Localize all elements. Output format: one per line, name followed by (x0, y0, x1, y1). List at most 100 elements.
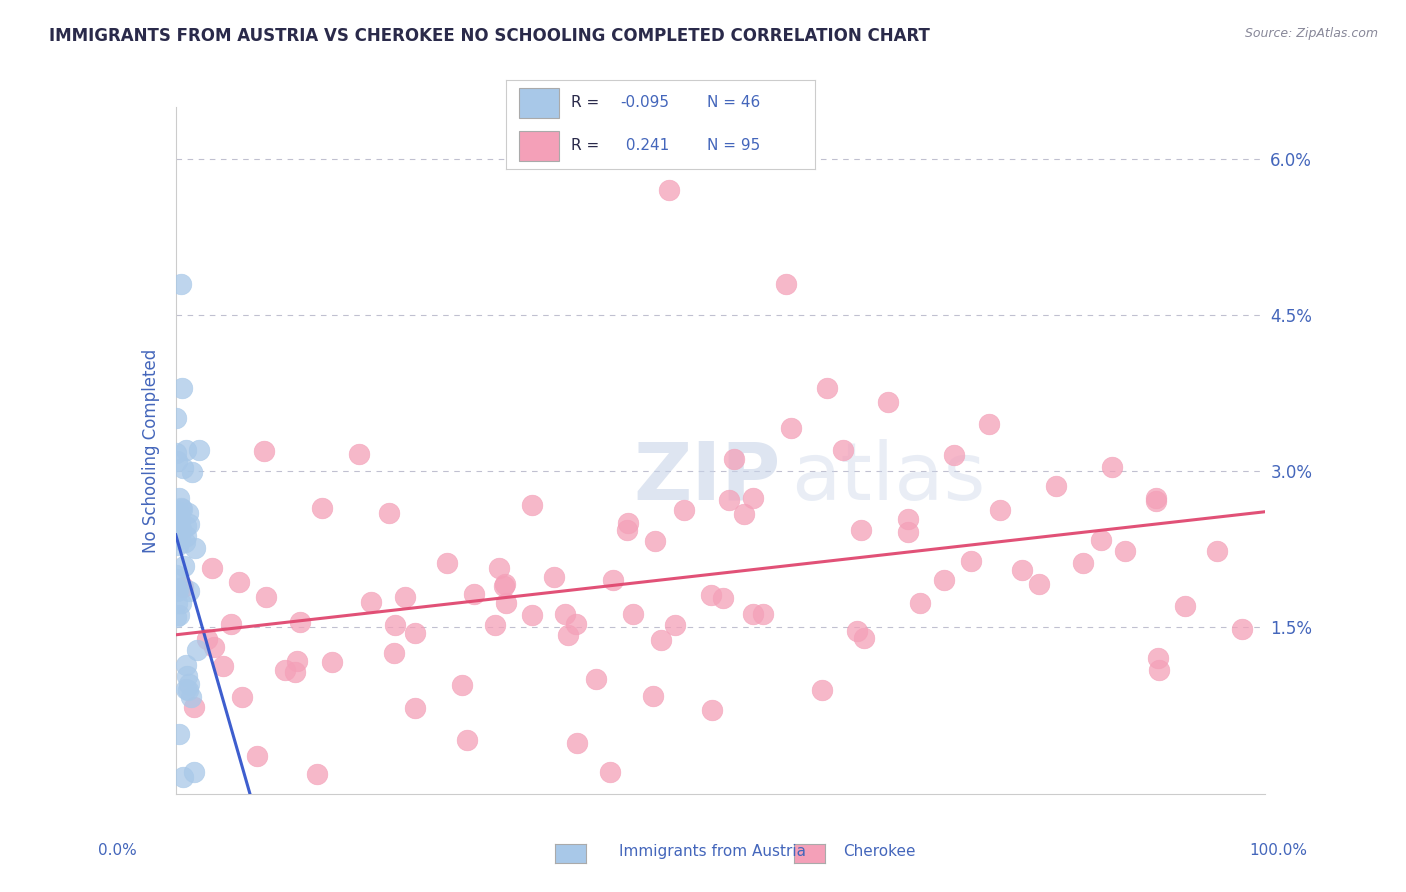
Point (179, 676, 201, 690)
Point (846, 624, 869, 639)
Text: IMMIGRANTS FROM AUSTRIA VS CHEROKEE NO SCHOOLING COMPLETED CORRELATION CHART: IMMIGRANTS FROM AUSTRIA VS CHEROKEE NO S… (49, 27, 931, 45)
Point (170, 500, 193, 515)
Text: -0.095: -0.095 (620, 95, 669, 110)
Point (167, 491, 190, 505)
Point (167, 524, 190, 539)
Point (172, 461, 194, 475)
Point (664, 618, 686, 632)
Point (943, 448, 966, 462)
Point (910, 596, 932, 610)
Point (165, 446, 187, 460)
Point (187, 442, 209, 457)
Point (779, 421, 801, 435)
Point (166, 596, 188, 610)
Text: Source: ZipAtlas.com: Source: ZipAtlas.com (1244, 27, 1378, 40)
Point (733, 508, 755, 522)
Point (650, 633, 672, 648)
Point (404, 626, 426, 640)
Point (184, 541, 207, 555)
Point (177, 506, 200, 520)
Text: 0.241: 0.241 (620, 138, 669, 153)
Point (202, 640, 225, 654)
Point (176, 668, 198, 682)
Point (853, 631, 876, 645)
Point (166, 583, 188, 598)
Text: N = 46: N = 46 (707, 95, 761, 110)
Point (1071, 556, 1094, 570)
Point (195, 632, 218, 646)
Bar (519, 88, 558, 118)
Point (181, 465, 204, 479)
Point (174, 657, 197, 672)
Point (177, 584, 200, 599)
Point (172, 381, 194, 395)
Point (254, 590, 277, 604)
Point (1147, 651, 1170, 665)
Y-axis label: No Schooling Completed: No Schooling Completed (142, 349, 160, 552)
Point (1205, 544, 1227, 558)
Point (169, 532, 191, 546)
Point (169, 277, 191, 291)
Point (166, 538, 188, 552)
Point (186, 642, 208, 657)
Point (832, 443, 855, 458)
Point (167, 514, 190, 528)
Point (284, 665, 307, 680)
Point (174, 519, 197, 533)
Point (463, 587, 485, 601)
Text: Immigrants from Austria: Immigrants from Austria (619, 845, 806, 859)
Text: R =: R = (571, 95, 599, 110)
Text: 0.0%: 0.0% (98, 843, 138, 858)
Bar (519, 131, 558, 161)
Point (170, 596, 193, 610)
Point (177, 516, 200, 531)
Point (347, 447, 370, 461)
Point (382, 646, 405, 660)
Point (1149, 663, 1171, 677)
Point (1090, 533, 1112, 548)
Point (1230, 622, 1253, 636)
Point (492, 578, 515, 592)
Point (1144, 494, 1167, 508)
Text: Cherokee: Cherokee (844, 845, 917, 859)
Point (288, 615, 311, 629)
Point (166, 572, 188, 586)
Point (815, 381, 838, 395)
Point (700, 703, 723, 717)
Text: atlas: atlas (792, 439, 986, 517)
Point (183, 765, 205, 780)
Text: N = 95: N = 95 (707, 138, 761, 153)
Point (378, 506, 401, 520)
Point (166, 453, 188, 467)
Point (174, 681, 197, 696)
Point (165, 411, 187, 425)
Point (1028, 577, 1050, 591)
Point (165, 610, 187, 624)
Point (775, 277, 797, 291)
Point (1101, 460, 1123, 475)
Point (1011, 563, 1033, 577)
Point (557, 628, 579, 642)
Text: R =: R = (571, 138, 599, 153)
Point (212, 658, 235, 673)
Point (274, 663, 297, 677)
Point (394, 590, 416, 604)
Point (165, 567, 187, 582)
Point (520, 608, 543, 623)
Point (554, 607, 576, 622)
Point (741, 607, 763, 622)
Point (174, 443, 197, 458)
Point (616, 523, 638, 537)
Point (170, 522, 193, 536)
Point (700, 588, 723, 602)
Point (979, 417, 1001, 431)
Point (602, 574, 624, 588)
Point (723, 452, 745, 467)
Point (172, 580, 194, 594)
Point (436, 556, 458, 570)
Point (621, 607, 644, 621)
Point (897, 524, 920, 539)
Point (711, 591, 734, 605)
Point (172, 770, 194, 784)
Point (177, 683, 200, 698)
